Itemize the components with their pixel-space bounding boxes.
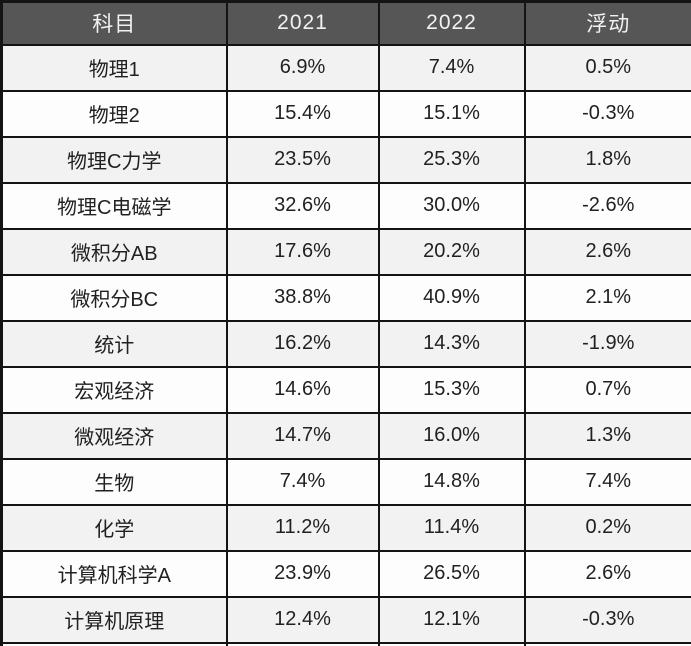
table-row-partial	[0, 641, 691, 646]
cell-2021: 14.7%	[225, 411, 380, 460]
cell-subject: 计算机原理	[0, 595, 228, 644]
table-row: 微观经济 14.7% 16.0% 1.3%	[0, 411, 691, 460]
table-row: 化学 11.2% 11.4% 0.2%	[0, 503, 691, 552]
cell-subject: 物理C力学	[0, 135, 228, 184]
cell-2022: 30.0%	[377, 181, 526, 230]
header-cell-2022: 2022	[377, 0, 526, 46]
cell-subject: 微观经济	[0, 411, 228, 460]
table-row: 物理C电磁学 32.6% 30.0% -2.6%	[0, 181, 691, 230]
cell-2021: 23.5%	[225, 135, 380, 184]
cell-change: 2.6%	[523, 549, 691, 598]
table-row: 物理C力学 23.5% 25.3% 1.8%	[0, 135, 691, 184]
cell-subject: 化学	[0, 503, 228, 552]
cell-change: -0.3%	[523, 89, 691, 138]
header-cell-2021: 2021	[225, 0, 380, 46]
cell-change: 0.2%	[523, 503, 691, 552]
cell-change: -2.6%	[523, 181, 691, 230]
header-cell-change: 浮动	[523, 0, 691, 46]
cell-2022: 20.2%	[377, 227, 526, 276]
cell-2022: 15.1%	[377, 89, 526, 138]
cell-2022: 14.3%	[377, 319, 526, 368]
cell-change: 0.5%	[523, 43, 691, 92]
cell-2022: 14.8%	[377, 457, 526, 506]
cell-2022: 16.0%	[377, 411, 526, 460]
cell-change: 7.4%	[523, 457, 691, 506]
table-row: 物理1 6.9% 7.4% 0.5%	[0, 43, 691, 92]
cell-2021: 11.2%	[225, 503, 380, 552]
cell-2022: 40.9%	[377, 273, 526, 322]
table-row: 微积分AB 17.6% 20.2% 2.6%	[0, 227, 691, 276]
cell-subject: 物理1	[0, 43, 228, 92]
table-row: 统计 16.2% 14.3% -1.9%	[0, 319, 691, 368]
cell-change: 1.3%	[523, 411, 691, 460]
cell-2021: 16.2%	[225, 319, 380, 368]
cell-2021	[225, 641, 380, 646]
cell-change: -1.9%	[523, 319, 691, 368]
table-header: 科目 2021 2022 浮动	[0, 0, 691, 46]
cell-2022: 12.1%	[377, 595, 526, 644]
cell-subject: 宏观经济	[0, 365, 228, 414]
cell-subject: 微积分BC	[0, 273, 228, 322]
cell-2021: 14.6%	[225, 365, 380, 414]
cell-subject	[0, 641, 228, 646]
cell-2021: 38.8%	[225, 273, 380, 322]
cell-2022: 11.4%	[377, 503, 526, 552]
cell-2022	[377, 641, 526, 646]
cell-2022: 15.3%	[377, 365, 526, 414]
cell-2021: 15.4%	[225, 89, 380, 138]
cell-change: 0.7%	[523, 365, 691, 414]
table-row: 微积分BC 38.8% 40.9% 2.1%	[0, 273, 691, 322]
table-row: 物理2 15.4% 15.1% -0.3%	[0, 89, 691, 138]
cell-subject: 生物	[0, 457, 228, 506]
cell-2021: 32.6%	[225, 181, 380, 230]
cell-subject: 统计	[0, 319, 228, 368]
cell-2022: 26.5%	[377, 549, 526, 598]
header-row: 科目 2021 2022 浮动	[0, 0, 691, 46]
cell-change	[523, 641, 691, 646]
table-body: 物理1 6.9% 7.4% 0.5% 物理2 15.4% 15.1% -0.3%…	[0, 43, 691, 646]
cell-change: 2.1%	[523, 273, 691, 322]
cell-2021: 7.4%	[225, 457, 380, 506]
cell-2021: 17.6%	[225, 227, 380, 276]
table-row: 生物 7.4% 14.8% 7.4%	[0, 457, 691, 506]
table-row: 宏观经济 14.6% 15.3% 0.7%	[0, 365, 691, 414]
table-row: 计算机科学A 23.9% 26.5% 2.6%	[0, 549, 691, 598]
cell-2021: 12.4%	[225, 595, 380, 644]
cell-2022: 25.3%	[377, 135, 526, 184]
cell-subject: 计算机科学A	[0, 549, 228, 598]
table-row: 计算机原理 12.4% 12.1% -0.3%	[0, 595, 691, 644]
cell-change: 2.6%	[523, 227, 691, 276]
cell-2021: 6.9%	[225, 43, 380, 92]
cell-2022: 7.4%	[377, 43, 526, 92]
header-cell-subject: 科目	[0, 0, 228, 46]
cell-change: -0.3%	[523, 595, 691, 644]
cell-subject: 微积分AB	[0, 227, 228, 276]
cell-2021: 23.9%	[225, 549, 380, 598]
cell-subject: 物理2	[0, 89, 228, 138]
cell-change: 1.8%	[523, 135, 691, 184]
cell-subject: 物理C电磁学	[0, 181, 228, 230]
